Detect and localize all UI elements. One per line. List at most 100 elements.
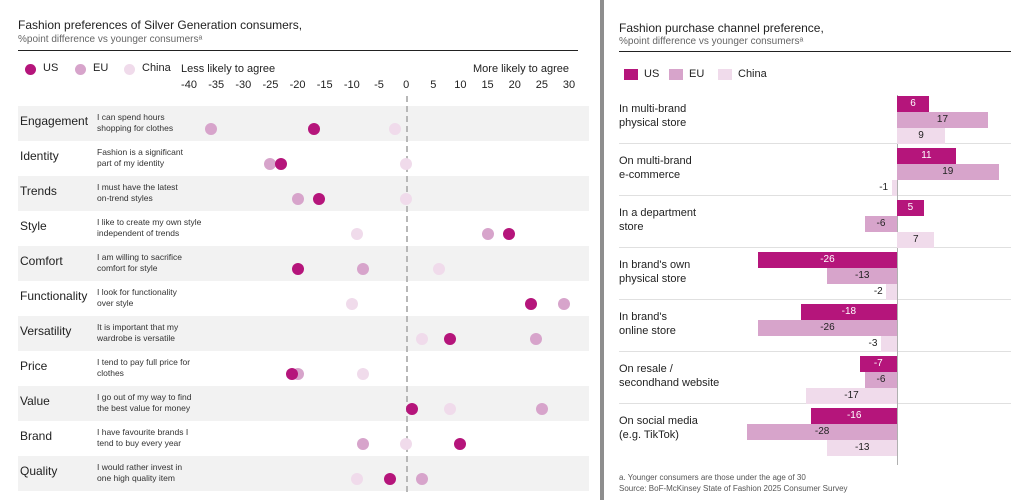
dot-us bbox=[313, 193, 326, 205]
less-likely-label: Less likely to agree bbox=[181, 63, 276, 75]
dot-eu bbox=[416, 473, 429, 485]
description-line: over style bbox=[97, 298, 134, 308]
bar-value-label: -13 bbox=[854, 270, 870, 281]
category-label: Style bbox=[20, 219, 47, 233]
dot-us bbox=[405, 403, 418, 415]
channel-label: In multi-brand physical store bbox=[619, 102, 749, 130]
legend-swatch-eu bbox=[669, 69, 683, 80]
bar-eu bbox=[897, 112, 988, 128]
description-line: It is important that my bbox=[97, 322, 179, 332]
right-chart-title: Fashion purchase channel preference, bbox=[619, 21, 824, 35]
category-label: Trends bbox=[20, 184, 57, 198]
category-label: Comfort bbox=[20, 254, 63, 268]
x-tick-label: -25 bbox=[262, 79, 279, 91]
right-chart-panel: Fashion purchase channel preference, %po… bbox=[604, 0, 1021, 500]
dot-us bbox=[503, 228, 516, 240]
category-description: It is important that my wardrobe is versa… bbox=[97, 322, 217, 344]
legend-item-eu: EU bbox=[75, 62, 108, 75]
bar-eu bbox=[757, 320, 897, 336]
description-line: part of my identity bbox=[97, 158, 165, 168]
row-shade bbox=[18, 246, 589, 281]
source-note: Source: BoF-McKinsey State of Fashion 20… bbox=[619, 484, 848, 493]
legend-dot-eu bbox=[75, 64, 86, 75]
bar-value-label: -3 bbox=[868, 338, 878, 349]
description-line: tend to buy every year bbox=[97, 438, 182, 448]
group-separator bbox=[619, 247, 1011, 248]
x-tick-label: 20 bbox=[508, 79, 521, 91]
bar-zero-line bbox=[897, 95, 898, 465]
x-tick-label: -30 bbox=[235, 79, 252, 91]
description-line: I have favourite brands I bbox=[97, 427, 189, 437]
legend-swatch-china bbox=[718, 69, 732, 80]
bar-us bbox=[800, 304, 897, 320]
dot-china bbox=[345, 298, 358, 310]
x-tick-label: 5 bbox=[430, 79, 437, 91]
legend-dot-us bbox=[25, 64, 36, 75]
dot-us bbox=[443, 333, 456, 345]
dot-us bbox=[383, 473, 396, 485]
bar-us bbox=[757, 252, 897, 268]
channel-label-line: physical store bbox=[619, 273, 687, 285]
description-line: independent of trends bbox=[97, 228, 180, 238]
bar-china bbox=[897, 232, 935, 248]
dot-eu bbox=[356, 438, 369, 450]
bar-eu bbox=[897, 164, 999, 180]
group-separator bbox=[619, 299, 1011, 300]
channel-label-line: In multi-brand bbox=[619, 103, 687, 115]
bar-value-label: 5 bbox=[907, 202, 914, 213]
bar-us bbox=[897, 96, 930, 112]
description-line: I tend to pay full price for bbox=[97, 357, 191, 367]
zero-reference-line bbox=[406, 96, 408, 492]
bar-value-label: -18 bbox=[841, 306, 857, 317]
category-description: I am willing to sacrifice comfort for sty… bbox=[97, 252, 217, 274]
bar-value-label: -13 bbox=[854, 442, 870, 453]
legend-item-us: US bbox=[25, 62, 58, 75]
x-tick-label: 10 bbox=[454, 79, 467, 91]
dot-eu bbox=[535, 403, 548, 415]
legend-item-us: US bbox=[624, 68, 659, 80]
right-title-rule bbox=[619, 51, 1011, 52]
bar-value-label: 9 bbox=[918, 130, 924, 141]
description-line: I must have the latest bbox=[97, 182, 178, 192]
more-likely-label: More likely to agree bbox=[473, 63, 569, 75]
bar-eu bbox=[864, 372, 897, 388]
channel-label-line: (e.g. TikTok) bbox=[619, 429, 679, 441]
legend-dot-china bbox=[124, 64, 135, 75]
group-separator bbox=[619, 195, 1011, 196]
row-shade bbox=[18, 386, 589, 421]
bar-value-label: 11 bbox=[921, 150, 932, 161]
bar-us bbox=[897, 200, 924, 216]
dot-eu bbox=[356, 263, 369, 275]
bar-us bbox=[811, 408, 897, 424]
x-tick-label: 30 bbox=[562, 79, 576, 91]
footnote: a. Younger consumers are those under the… bbox=[619, 473, 806, 482]
legend-label: EU bbox=[689, 68, 705, 80]
dot-china bbox=[416, 333, 429, 345]
bar-value-label: -26 bbox=[820, 254, 835, 265]
dot-us bbox=[286, 368, 299, 380]
channel-label: On social media (e.g. TikTok) bbox=[619, 414, 749, 442]
channel-label: In brand's own physical store bbox=[619, 258, 749, 286]
bar-us bbox=[859, 356, 897, 372]
channel-label-line: In brand's own bbox=[619, 259, 691, 271]
bar-china bbox=[891, 180, 897, 196]
bar-value-label: -28 bbox=[814, 426, 830, 437]
category-label: Engagement bbox=[20, 114, 89, 128]
category-label: Value bbox=[20, 394, 50, 408]
channel-label-line: secondhand website bbox=[619, 377, 720, 389]
category-label: Brand bbox=[20, 429, 53, 443]
bar-value-label: -2 bbox=[873, 286, 883, 297]
bar-value-label: -6 bbox=[876, 374, 886, 385]
row-shade bbox=[18, 456, 589, 491]
x-tick-label: 15 bbox=[481, 79, 494, 91]
legend-item-china: China bbox=[718, 68, 767, 80]
description-line: Fashion is a significant bbox=[97, 147, 183, 157]
left-chart-panel: Fashion preferences of Silver Generation… bbox=[18, 18, 589, 492]
description-line: I like to create my own style bbox=[97, 217, 202, 227]
bar-value-label: -7 bbox=[873, 358, 883, 369]
category-label: Identity bbox=[20, 149, 59, 163]
dot-china bbox=[400, 438, 413, 450]
dot-eu bbox=[481, 228, 494, 240]
group-separator bbox=[619, 143, 1011, 144]
